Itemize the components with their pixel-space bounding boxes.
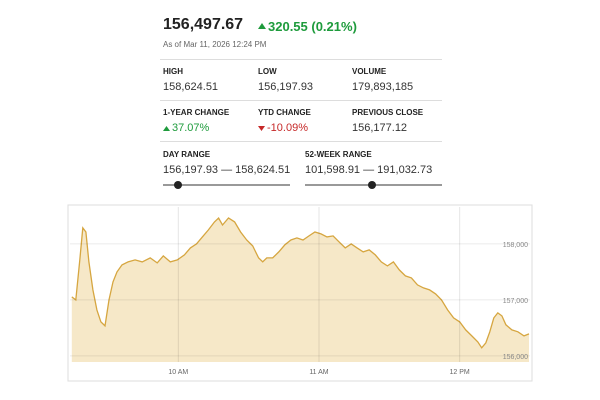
stat-label: LOW bbox=[258, 67, 277, 76]
range-label: DAY RANGE bbox=[163, 150, 211, 159]
price-line bbox=[71, 216, 530, 349]
x-tick-label: 10 AM bbox=[168, 369, 188, 376]
x-tick-label: 11 AM bbox=[309, 369, 328, 376]
stat-value: 179,893,185 bbox=[352, 81, 414, 93]
range-sliders bbox=[163, 181, 442, 189]
x-tick-label: 12 PM bbox=[450, 369, 470, 376]
stat-value: 156,197.93 bbox=[258, 81, 314, 93]
stat-value: 37.07% bbox=[172, 122, 210, 134]
slider-dot bbox=[174, 181, 182, 189]
range-value: 101,598.91 — 191,032.73 bbox=[305, 164, 433, 176]
y-tick-label: 156,000 bbox=[503, 354, 528, 361]
chart-frame bbox=[67, 204, 533, 382]
as-of: As of Mar 11, 2026 12:24 PM bbox=[163, 40, 267, 49]
price: 156,497.67 bbox=[163, 16, 244, 33]
slider-dot bbox=[368, 181, 376, 189]
range-label: 52-WEEK RANGE bbox=[305, 150, 372, 159]
up-arrow bbox=[163, 126, 170, 131]
stat-value: -10.09% bbox=[267, 122, 308, 134]
stat-label: YTD CHANGE bbox=[258, 108, 311, 117]
stat-value: 156,177.12 bbox=[352, 122, 408, 134]
stat-label: PREVIOUS CLOSE bbox=[352, 108, 424, 117]
stat-label: VOLUME bbox=[352, 67, 387, 76]
y-tick-label: 158,000 bbox=[503, 242, 528, 249]
stat-label: HIGH bbox=[163, 67, 183, 76]
area-fill bbox=[71, 218, 530, 362]
divider bbox=[160, 141, 442, 142]
range-value: 156,197.93 — 158,624.51 bbox=[163, 164, 291, 176]
stat-label: 1-YEAR CHANGE bbox=[163, 108, 230, 117]
down-arrow bbox=[258, 126, 265, 131]
y-tick-label: 157,000 bbox=[503, 298, 528, 305]
up-arrow bbox=[258, 23, 266, 29]
stat-value: 158,624.51 bbox=[163, 81, 219, 93]
change: 320.55 (0.21%) bbox=[268, 19, 357, 34]
divider bbox=[160, 59, 442, 60]
divider bbox=[160, 100, 442, 101]
